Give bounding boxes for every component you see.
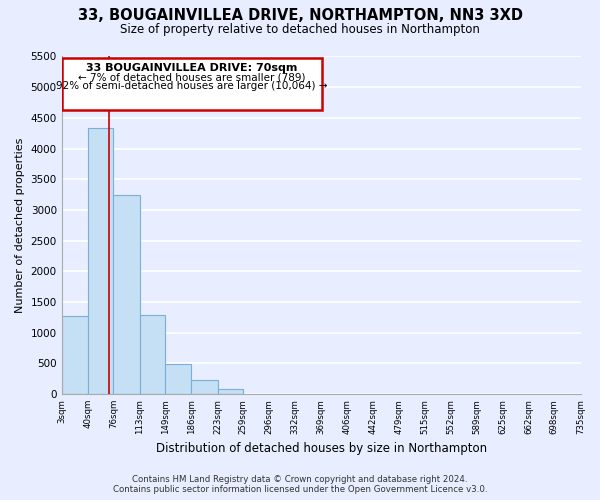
Text: ← 7% of detached houses are smaller (789): ← 7% of detached houses are smaller (789… [78, 72, 305, 83]
Bar [165, 364, 191, 394]
Bar [113, 194, 140, 394]
Bar [218, 389, 243, 394]
Bar [62, 58, 322, 110]
Text: Size of property relative to detached houses in Northampton: Size of property relative to detached ho… [120, 22, 480, 36]
X-axis label: Distribution of detached houses by size in Northampton: Distribution of detached houses by size … [155, 442, 487, 455]
Text: Contains HM Land Registry data © Crown copyright and database right 2024.
Contai: Contains HM Land Registry data © Crown c… [113, 474, 487, 494]
Bar [191, 380, 218, 394]
Text: 33 BOUGAINVILLEA DRIVE: 70sqm: 33 BOUGAINVILLEA DRIVE: 70sqm [86, 63, 298, 73]
Y-axis label: Number of detached properties: Number of detached properties [15, 138, 25, 313]
Text: 33, BOUGAINVILLEA DRIVE, NORTHAMPTON, NN3 3XD: 33, BOUGAINVILLEA DRIVE, NORTHAMPTON, NN… [77, 8, 523, 22]
Text: 92% of semi-detached houses are larger (10,064) →: 92% of semi-detached houses are larger (… [56, 81, 328, 91]
Bar [88, 128, 113, 394]
Bar [140, 315, 165, 394]
Bar [62, 316, 88, 394]
